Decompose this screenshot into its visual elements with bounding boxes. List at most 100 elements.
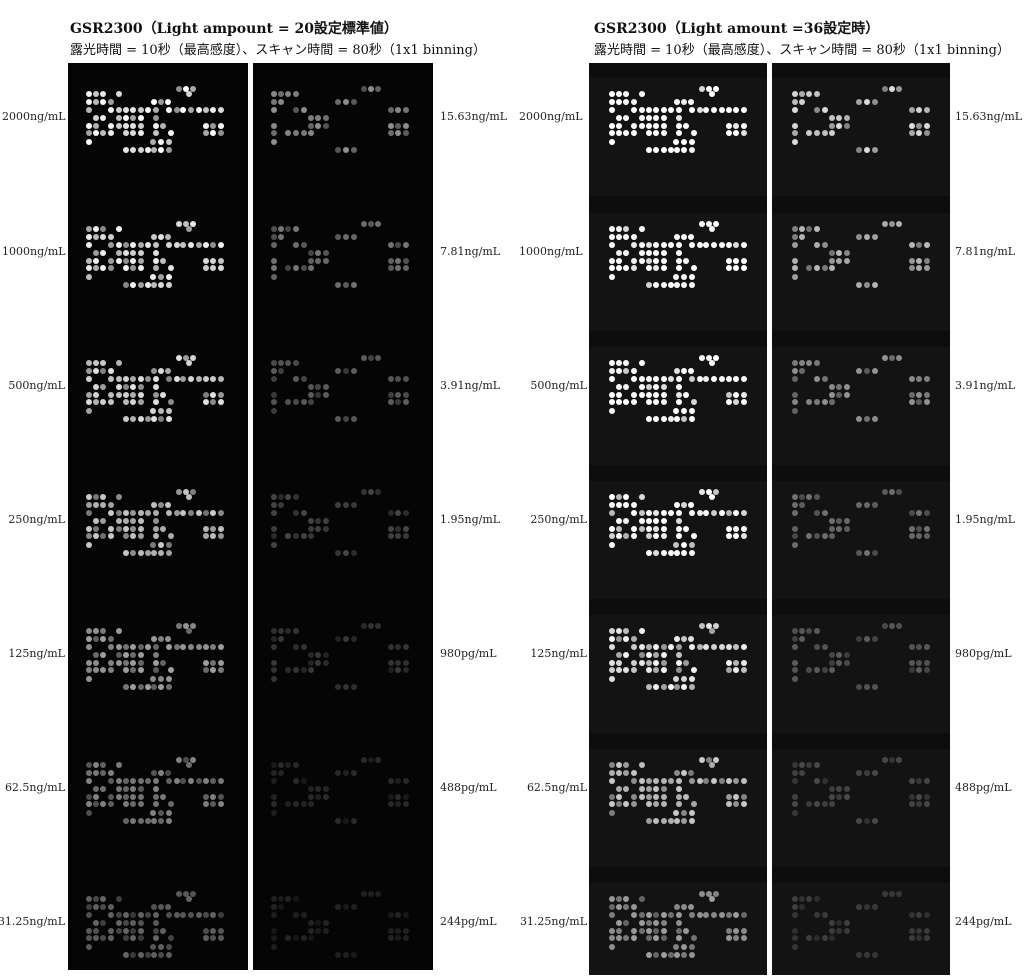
- array-spot: [86, 392, 92, 398]
- array-spot: [916, 258, 922, 264]
- array-spot: [145, 778, 151, 784]
- array-spot: [674, 502, 680, 508]
- array-spot: [186, 91, 192, 97]
- array-spot: [864, 684, 870, 690]
- array-spot: [123, 282, 129, 288]
- array-spot: [351, 818, 357, 824]
- array-spot: [108, 130, 114, 136]
- array-spot: [668, 952, 674, 958]
- array-spot: [138, 265, 144, 271]
- array-spot: [706, 86, 712, 92]
- array-spot: [190, 757, 196, 763]
- array-spot: [183, 489, 189, 495]
- array-spot: [186, 628, 192, 634]
- array-spot: [158, 676, 164, 682]
- array-spot: [138, 786, 144, 792]
- array-spot: [609, 904, 615, 910]
- array-spot: [93, 399, 99, 405]
- array-spot: [116, 384, 122, 390]
- array-spot: [713, 355, 719, 361]
- array-spot: [799, 636, 805, 642]
- array-spot: [676, 123, 682, 129]
- array-spot: [639, 526, 645, 532]
- array-spot: [218, 778, 224, 784]
- array-spot: [100, 770, 106, 776]
- array-spot: [218, 526, 224, 532]
- p2-right-label-3: 1.95ng/mL: [955, 513, 1016, 526]
- array-spot: [726, 123, 732, 129]
- array-spot: [872, 904, 878, 910]
- array-spot: [792, 912, 798, 918]
- array-spot: [683, 258, 689, 264]
- array-spot: [153, 392, 159, 398]
- array-spot: [86, 99, 92, 105]
- array-spot: [609, 502, 615, 508]
- array-spot: [709, 896, 715, 902]
- panel1-title: GSR2300（Light ampount = 20設定標準値）: [70, 21, 398, 37]
- array-spot: [872, 550, 878, 556]
- array-spot: [616, 392, 622, 398]
- array-spot: [186, 226, 192, 232]
- array-spot: [616, 904, 622, 910]
- p2-left-label-4: 125ng/mL: [530, 647, 587, 660]
- array-spot: [403, 644, 409, 650]
- array-spot: [741, 258, 747, 264]
- array-spot: [733, 644, 739, 650]
- array-spot: [661, 123, 667, 129]
- array-spot: [123, 130, 129, 136]
- array-spot: [388, 801, 394, 807]
- array-spot: [293, 801, 299, 807]
- array-spot: [674, 282, 680, 288]
- array-spot: [150, 139, 156, 145]
- array-spot: [271, 408, 277, 414]
- array-spot: [293, 628, 299, 634]
- array-spot: [86, 928, 92, 934]
- array-spot: [151, 770, 157, 776]
- array-spot: [180, 644, 186, 650]
- array-spot: [726, 794, 732, 800]
- array-spot: [676, 115, 682, 121]
- array-spot: [395, 258, 401, 264]
- array-spot: [183, 86, 189, 92]
- array-spot: [676, 258, 682, 264]
- array-spot: [108, 667, 114, 673]
- array-spot: [697, 912, 703, 918]
- array-spot: [335, 416, 341, 422]
- array-spot: [924, 265, 930, 271]
- array-spot: [829, 392, 835, 398]
- array-spot: [616, 660, 622, 666]
- array-spot: [683, 794, 689, 800]
- array-spot: [138, 801, 144, 807]
- array-spot: [882, 757, 888, 763]
- array-spot: [293, 896, 299, 902]
- array-spot: [639, 376, 645, 382]
- array-spot: [174, 376, 180, 382]
- array-spot: [609, 636, 615, 642]
- array-spot: [203, 644, 209, 650]
- array-spot: [203, 107, 209, 113]
- array-spot: [676, 384, 682, 390]
- array-spot: [829, 384, 835, 390]
- array-spot: [100, 91, 106, 97]
- array-spot: [271, 762, 277, 768]
- array-spot: [271, 123, 277, 129]
- array-spot: [93, 636, 99, 642]
- array-spot: [130, 818, 136, 824]
- array-spot: [689, 416, 695, 422]
- array-spot: [792, 896, 798, 902]
- array-spot: [153, 518, 159, 524]
- array-spot: [180, 107, 186, 113]
- array-spot: [151, 416, 157, 422]
- array-spot: [653, 801, 659, 807]
- array-spot: [138, 392, 144, 398]
- array-spot: [145, 376, 151, 382]
- p2-right-label-4: 980pg/mL: [955, 647, 1012, 660]
- array-spot: [616, 99, 622, 105]
- array-spot: [123, 920, 129, 926]
- p1-right-label-3: 1.95ng/mL: [440, 513, 501, 526]
- array-spot: [631, 502, 637, 508]
- array-spot: [806, 628, 812, 634]
- array-spot: [151, 368, 157, 374]
- array-spot: [145, 952, 151, 958]
- array-spot: [674, 818, 680, 824]
